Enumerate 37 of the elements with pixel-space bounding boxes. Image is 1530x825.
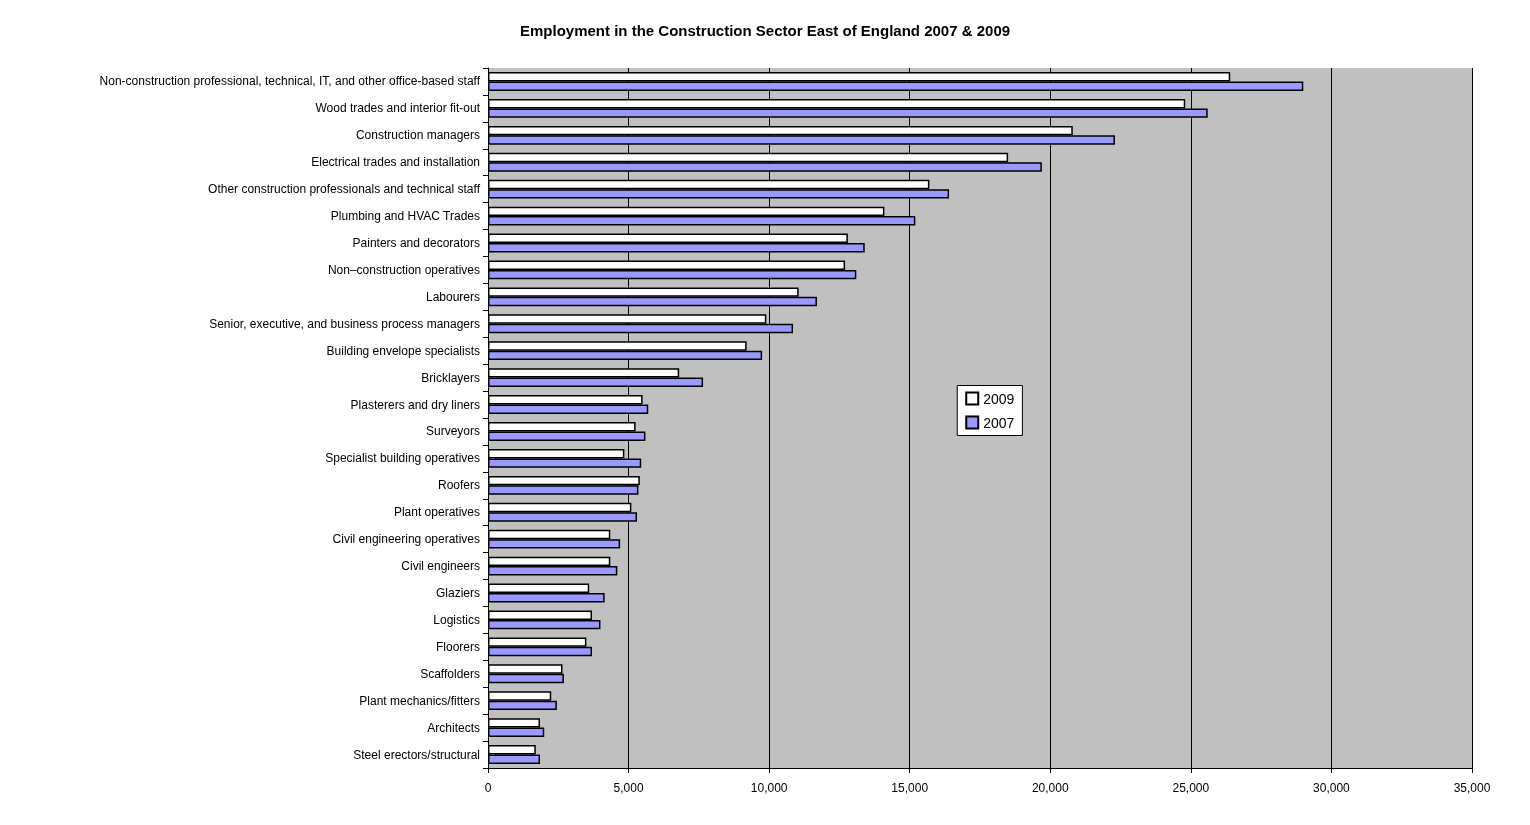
y-tick-label: Construction managers xyxy=(355,128,480,143)
y-tick-label: Wood trades and interior fit-out xyxy=(315,101,481,116)
x-tick-label: 30,000 xyxy=(1313,781,1351,795)
x-tick-label: 25,000 xyxy=(1172,781,1210,795)
x-tick-label: 0 xyxy=(484,781,492,795)
y-tick-label: Building envelope specialists xyxy=(326,343,480,358)
y-tick-label: Non–construction operatives xyxy=(327,262,480,277)
x-tick-label: 5,000 xyxy=(613,781,644,795)
x-tick-label: 15,000 xyxy=(891,781,929,795)
y-tick-label: Scaffolders xyxy=(420,666,480,681)
y-tick-label: Painters and decorators xyxy=(352,236,480,250)
y-tick-label: Floorers xyxy=(435,639,480,654)
y-tick-label: Civil engineering operatives xyxy=(332,532,480,547)
y-tick-label: Steel erectors/structural xyxy=(353,747,480,762)
y-tick-label: Logistics xyxy=(433,612,480,627)
y-tick-label: Plasterers and dry liners xyxy=(350,397,480,412)
y-tick-label: Roofers xyxy=(437,478,480,493)
y-tick-label: Non-construction professional, technical, IT, and other office-based staff xyxy=(99,74,481,89)
y-tick-label: Plumbing and HVAC Trades xyxy=(330,209,480,224)
y-tick-label: Surveyors xyxy=(425,424,480,439)
legend-label: 2009 xyxy=(983,390,1015,407)
y-tick-label: Civil engineers xyxy=(401,559,480,574)
chart-title: Employment in the Construction Sector East of England 2007 & 2009 xyxy=(519,22,1011,39)
y-tick-label: Electrical trades and installation xyxy=(311,155,480,170)
y-tick-label: Senior, executive, and business process managers xyxy=(209,316,480,331)
x-tick-label: 35,000 xyxy=(1453,781,1491,795)
y-tick-label: Plant operatives xyxy=(393,505,480,520)
y-tick-label: Labourers xyxy=(425,289,480,304)
y-tick-label: Other construction professionals and technical staff xyxy=(208,182,481,197)
y-tick-label: Plant mechanics/fitters xyxy=(359,693,480,708)
y-tick-label: Architects xyxy=(427,720,480,735)
legend-label: 2007 xyxy=(983,414,1015,431)
y-tick-label: Bricklayers xyxy=(421,370,480,385)
y-tick-label: Glaziers xyxy=(435,586,480,600)
y-tick-label: Specialist building operatives xyxy=(325,451,480,466)
x-tick-label: 20,000 xyxy=(1031,781,1069,795)
x-tick-label: 10,000 xyxy=(750,781,788,795)
